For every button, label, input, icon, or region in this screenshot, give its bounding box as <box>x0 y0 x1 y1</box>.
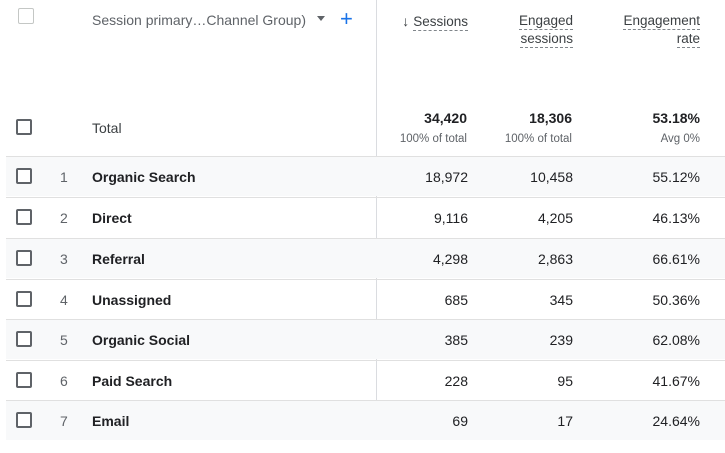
totals-checkbox[interactable] <box>16 119 32 135</box>
row-checkbox[interactable] <box>16 291 32 307</box>
row-checkbox[interactable] <box>16 168 32 184</box>
dimension-column-header[interactable]: Session primary…Channel Group) <box>92 12 306 28</box>
row-channel-name: Paid Search <box>92 373 173 389</box>
sessions-header-label: Sessions <box>413 14 468 31</box>
row-sessions: 4,298 <box>432 251 468 267</box>
engaged-sessions-column-header[interactable]: Engaged sessions <box>490 12 573 48</box>
row-engaged-sessions: 17 <box>557 413 573 429</box>
row-checkbox[interactable] <box>16 331 32 347</box>
row-checkbox[interactable] <box>16 372 32 388</box>
totals-label: Total <box>92 120 122 136</box>
row-engagement-rate: 62.08% <box>652 332 700 348</box>
add-dimension-button[interactable]: + <box>340 6 353 31</box>
row-sessions: 9,116 <box>434 210 468 226</box>
engaged-header-line1: Engaged <box>518 13 573 30</box>
row-channel-name: Organic Social <box>92 332 191 348</box>
totals-engaged-sub: 100% of total <box>504 133 572 145</box>
row-index: 4 <box>60 292 68 308</box>
table-row: 5 Organic Social 385 239 62.08% <box>6 319 725 359</box>
row-index: 1 <box>60 169 68 185</box>
row-sessions: 69 <box>452 413 468 429</box>
table-row: 1 Organic Search 18,972 10,458 55.12% <box>6 156 725 196</box>
row-sessions: 385 <box>444 332 468 348</box>
row-channel-name: Referral <box>92 251 145 267</box>
sessions-column-header[interactable]: ↓ Sessions <box>386 12 468 31</box>
engaged-header-line2: sessions <box>520 31 573 48</box>
totals-sessions-sub: 100% of total <box>399 133 467 145</box>
row-engaged-sessions: 4,205 <box>537 210 573 226</box>
row-channel-name: Unassigned <box>92 292 172 308</box>
row-checkbox[interactable] <box>16 209 32 225</box>
row-checkbox[interactable] <box>16 250 32 266</box>
row-engagement-rate: 55.12% <box>652 169 700 185</box>
row-engagement-rate: 41.67% <box>652 373 700 389</box>
row-channel-name: Email <box>92 413 130 429</box>
table-row: 2 Direct 9,116 4,205 46.13% <box>6 197 725 237</box>
table-row: 3 Referral 4,298 2,863 66.61% <box>6 238 725 278</box>
row-channel-name: Direct <box>92 210 132 226</box>
engagement-rate-column-header[interactable]: Engagement rate <box>600 12 700 48</box>
sort-descending-icon: ↓ <box>402 13 410 29</box>
engrate-header-line2: rate <box>676 31 700 48</box>
row-index: 7 <box>60 413 68 429</box>
row-sessions: 685 <box>444 292 468 308</box>
row-engaged-sessions: 95 <box>557 373 573 389</box>
row-channel-name: Organic Search <box>92 169 196 185</box>
row-checkbox[interactable] <box>16 412 32 428</box>
engrate-header-line1: Engagement <box>623 13 700 30</box>
row-sessions: 228 <box>444 373 468 389</box>
table-row: 7 Email 69 17 24.64% <box>6 400 725 440</box>
row-index: 6 <box>60 373 68 389</box>
row-engaged-sessions: 10,458 <box>530 169 573 185</box>
totals-engaged: 18,306 <box>529 110 572 126</box>
row-engaged-sessions: 2,863 <box>537 251 573 267</box>
row-engagement-rate: 50.36% <box>652 292 700 308</box>
row-index: 3 <box>60 251 68 267</box>
column-divider <box>376 0 377 440</box>
row-engagement-rate: 46.13% <box>652 210 700 226</box>
select-all-checkbox[interactable] <box>18 8 34 24</box>
row-index: 2 <box>60 210 68 226</box>
totals-engagement-rate-sub: Avg 0% <box>660 133 700 145</box>
table-row: 6 Paid Search 228 95 41.67% <box>6 360 725 400</box>
row-engagement-rate: 24.64% <box>652 413 700 429</box>
totals-engagement-rate: 53.18% <box>652 110 700 126</box>
dimension-dropdown-caret-icon[interactable] <box>317 16 325 21</box>
row-engaged-sessions: 345 <box>549 292 573 308</box>
totals-sessions: 34,420 <box>424 110 467 126</box>
row-engagement-rate: 66.61% <box>652 251 700 267</box>
row-engaged-sessions: 239 <box>549 332 573 348</box>
row-sessions: 18,972 <box>425 169 468 185</box>
table-row: 4 Unassigned 685 345 50.36% <box>6 279 725 319</box>
row-index: 5 <box>60 332 68 348</box>
